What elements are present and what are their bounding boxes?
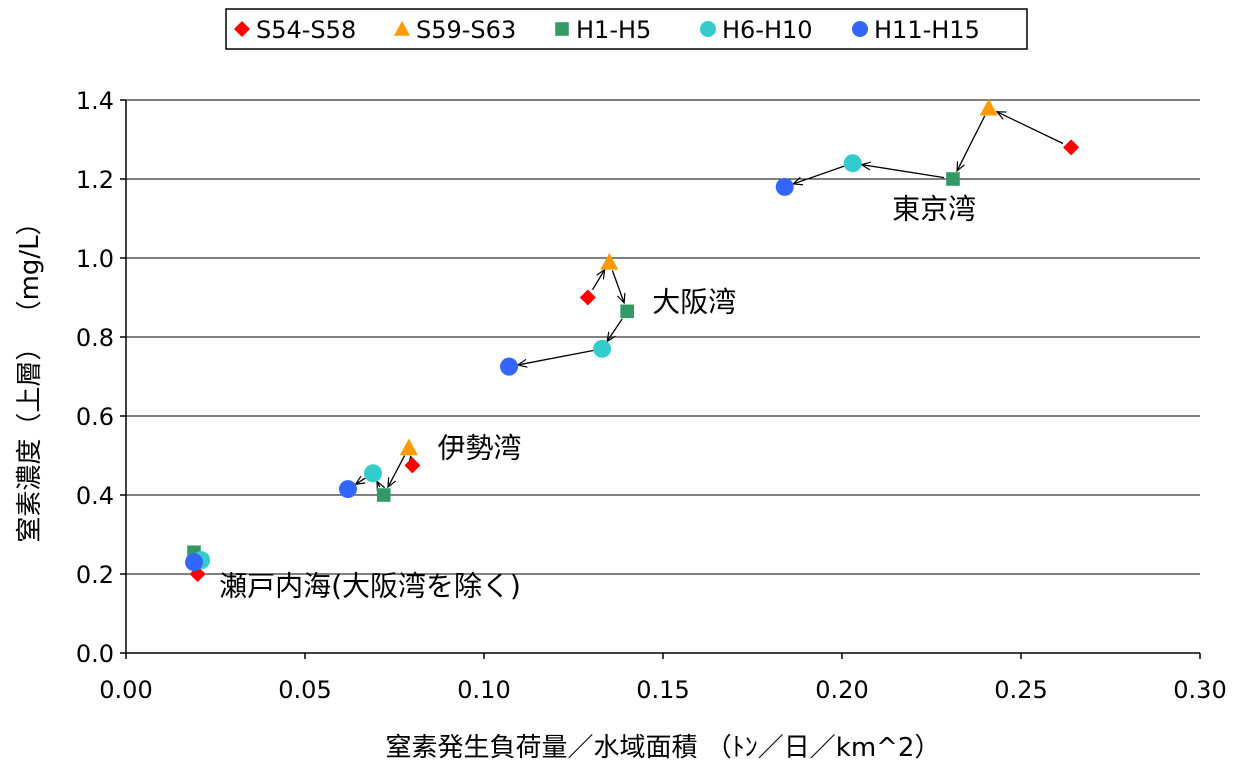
legend-label: S59-S63: [416, 16, 516, 44]
trend-arrow: [862, 165, 945, 179]
legend-marker-s59-s63: [394, 21, 410, 36]
plot-area: 0.00 0.05 0.10 0.15 0.20 0.25 0.30 0.00.20.40.…: [76, 87, 1227, 704]
y-ticks: 0.0 0.2 0.4 0.6 0.8 1.0 1.2 1.4: [76, 87, 126, 668]
data-point-s59-s63: [979, 98, 998, 116]
gridlines: [126, 99, 1200, 575]
x-tick-label: 0.10: [457, 676, 510, 704]
trend-arrow: [518, 349, 594, 365]
trend-arrow: [356, 478, 366, 484]
trend-arrow: [997, 112, 1064, 145]
legend-label: H6-H10: [722, 16, 813, 44]
trend-arrow: [591, 270, 604, 291]
data-point-h11-h15: [185, 553, 204, 572]
trend-arrow: [388, 455, 406, 487]
y-axis-title: 窒素濃度（上層） （mg/L）: [15, 209, 45, 542]
data-point-s59-s63: [600, 252, 619, 270]
y-tick-label: 1.2: [76, 166, 114, 194]
y-tick-label: 0.2: [76, 561, 114, 589]
trend-arrow: [607, 318, 623, 342]
data-point-s54-s58: [404, 457, 421, 474]
y-tick-label: 1.0: [76, 245, 114, 273]
bay-label: 瀬戸内海(大阪湾を除く): [219, 570, 521, 603]
data-point-h6-h10: [364, 464, 383, 483]
y-tick-label: 0.0: [76, 640, 114, 668]
trend-arrow: [957, 115, 986, 171]
x-axis-title: 窒素発生負荷量／水域面積 （ﾄﾝ／日／km^2）: [386, 733, 941, 763]
x-tick-label: 0.05: [278, 676, 331, 704]
trend-arrows: [356, 112, 1064, 487]
data-point-h6-h10: [843, 154, 862, 173]
data-point-h1-h5: [946, 172, 960, 186]
y-tick-label: 0.8: [76, 324, 114, 352]
data-point-h6-h10: [593, 339, 612, 358]
legend-marker-s54-s58: [234, 21, 250, 37]
trend-arrow: [611, 270, 624, 302]
x-tick-label: 0.15: [636, 676, 689, 704]
data-points: [185, 98, 1080, 582]
x-tick-label: 0.20: [815, 676, 868, 704]
y-tick-label: 0.4: [76, 482, 114, 510]
legend-label: H11-H15: [874, 16, 980, 44]
data-point-h11-h15: [338, 480, 357, 499]
x-tick-label: 0.25: [994, 676, 1047, 704]
data-point-h1-h5: [376, 488, 391, 502]
legend-label: S54-S58: [256, 16, 356, 44]
legend-marker-h6-h10: [700, 21, 716, 37]
x-tick-label: 0.30: [1173, 676, 1226, 704]
x-ticks: 0.00 0.05 0.10 0.15 0.20 0.25 0.30: [99, 653, 1227, 704]
data-point-s59-s63: [399, 438, 418, 456]
data-point-h11-h15: [775, 177, 794, 196]
bay-label: 東京湾: [892, 193, 976, 226]
trend-arrow: [377, 481, 380, 487]
trend-arrow: [793, 165, 845, 184]
legend-marker-h11-h15: [852, 21, 868, 37]
data-point-h11-h15: [500, 357, 519, 376]
data-point-s54-s58: [1063, 139, 1080, 156]
legend-label: H1-H5: [576, 16, 651, 44]
legend: S54-S58 S59-S63 H1-H5 H6-H10 H11-H15: [225, 8, 1028, 50]
legend-marker-h1-h5: [555, 22, 569, 36]
legend-box: [225, 8, 1028, 50]
bay-label: 伊勢湾: [437, 431, 521, 464]
data-point-h1-h5: [620, 304, 634, 319]
y-tick-label: 1.4: [76, 87, 114, 115]
x-tick-label: 0.00: [99, 676, 152, 704]
data-point-s54-s58: [579, 289, 596, 306]
y-tick-label: 0.6: [76, 403, 114, 431]
bay-label: 大阪湾: [652, 285, 736, 318]
